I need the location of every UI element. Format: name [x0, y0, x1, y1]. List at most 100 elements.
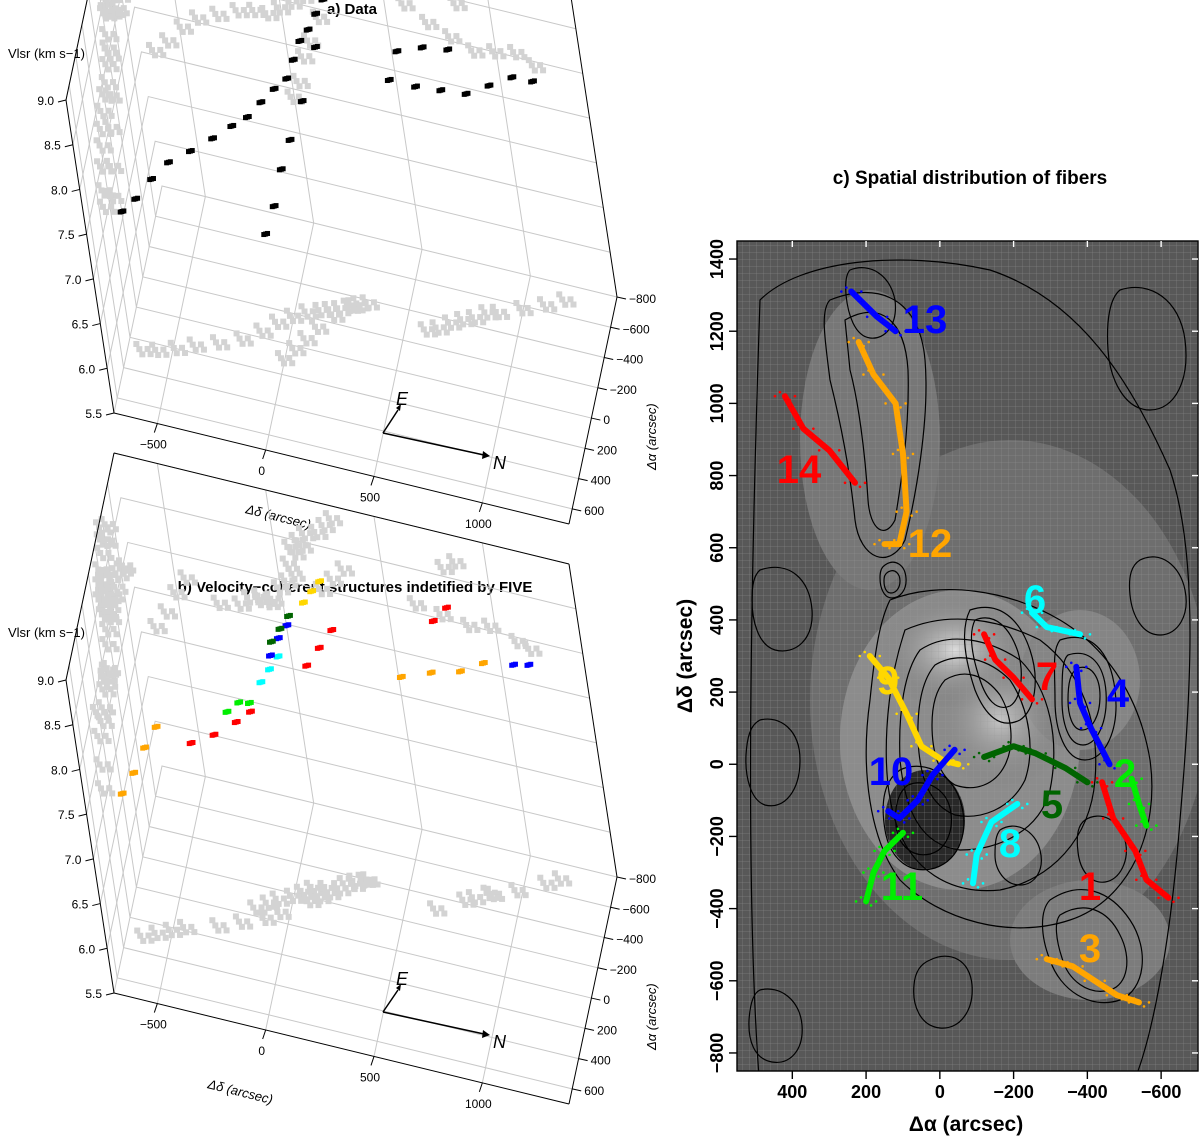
projection-point	[287, 549, 294, 556]
fiber-point	[1076, 781, 1079, 784]
panel-b-zlabel: Vlsr (km s−1)	[8, 625, 85, 640]
fiber-point	[987, 759, 991, 763]
fiber-point	[976, 886, 980, 889]
fiber-point	[1040, 698, 1044, 701]
projection-point	[118, 168, 125, 175]
projection-point	[101, 521, 108, 528]
fiber-point	[1064, 665, 1068, 669]
fiber-line	[1128, 775, 1150, 829]
projection-point	[285, 913, 292, 920]
projection-point	[265, 15, 272, 22]
compass-e-label: E	[396, 969, 409, 989]
projection-point	[441, 314, 448, 321]
projection-point	[479, 52, 486, 59]
data-point	[322, 0, 328, 2]
projection-point	[102, 641, 109, 648]
y-tick-label: 400	[591, 1054, 611, 1068]
projection-point	[398, 0, 405, 7]
fiber-point	[1081, 965, 1084, 968]
projection-point	[477, 894, 484, 901]
projection-point	[107, 704, 114, 711]
fiber-line	[863, 829, 906, 905]
panel-c: c) Spatial distribution of fibers	[674, 168, 1199, 1136]
projection-point	[288, 570, 295, 577]
projection-point	[490, 896, 497, 903]
projection-point	[99, 621, 106, 628]
data-point	[531, 78, 537, 84]
projection-point	[275, 595, 282, 602]
contour	[1128, 556, 1187, 636]
fiber-point	[1135, 878, 1138, 882]
projection-point	[460, 321, 467, 328]
projection-point	[253, 322, 260, 329]
projection-point	[173, 350, 180, 357]
projection-point	[278, 600, 285, 607]
projection-point	[220, 922, 227, 929]
fiber-point	[943, 748, 946, 752]
x-tick	[153, 1003, 158, 1013]
projection-point	[295, 548, 302, 555]
projection-point	[315, 902, 322, 909]
projection-point	[112, 542, 119, 549]
projection-point	[109, 168, 116, 175]
projection-point	[265, 904, 272, 911]
projection-point	[519, 310, 526, 317]
projection-point	[94, 733, 101, 740]
x-tick-label: −500	[140, 1018, 167, 1032]
projection-point	[296, 3, 303, 10]
projection-point	[318, 888, 325, 895]
z-tick	[64, 144, 73, 148]
projection-point	[100, 790, 107, 797]
projection-point	[178, 589, 185, 596]
projection-point	[513, 54, 520, 61]
projection-point	[93, 120, 100, 127]
fiber-point	[1120, 777, 1123, 780]
projection-point	[133, 340, 140, 347]
z-tick-label: 6.5	[72, 898, 89, 912]
projection-point	[269, 890, 276, 897]
projection-point	[235, 918, 242, 925]
fiber-point	[1127, 802, 1131, 806]
projection-point	[97, 667, 104, 674]
fiber-point	[854, 900, 858, 903]
fiber-line	[970, 801, 1021, 887]
panel-a-zlabel-text: Vlsr (km s−1)	[8, 46, 85, 61]
projection-point	[340, 570, 347, 577]
projection-point	[105, 66, 112, 73]
projection-point	[123, 575, 130, 582]
projection-point	[362, 299, 369, 306]
projection-point	[290, 72, 297, 79]
contour	[1061, 652, 1107, 746]
fiber-point	[907, 542, 911, 546]
projection-point	[119, 583, 126, 590]
data-point	[292, 56, 298, 62]
gridline	[68, 84, 573, 510]
projection-point	[112, 664, 119, 671]
projection-point	[95, 699, 102, 706]
fiber-point	[983, 658, 987, 661]
fiber-point	[1142, 1005, 1146, 1008]
projection-point	[297, 345, 304, 352]
gridline	[265, 0, 315, 451]
projection-point	[301, 77, 308, 84]
fiber-point	[1177, 896, 1180, 900]
projection-point	[360, 871, 367, 878]
projection-point	[158, 622, 165, 629]
compass-e-arrowhead	[396, 984, 401, 991]
projection-point	[249, 7, 256, 14]
projection-point	[337, 565, 344, 572]
projection-point	[107, 591, 114, 598]
projection-point	[110, 691, 117, 698]
projection-point	[101, 192, 108, 199]
y-tick-label: 0	[707, 759, 727, 769]
projection-point	[105, 717, 112, 724]
projection-point	[98, 74, 105, 81]
projection-point	[519, 886, 526, 893]
projection-point	[152, 52, 159, 59]
projection-point	[522, 640, 529, 647]
projection-point	[511, 887, 518, 894]
y-tick	[578, 478, 588, 482]
projection-point	[93, 756, 100, 763]
projection-point	[449, 558, 456, 565]
y-tick	[610, 326, 620, 330]
